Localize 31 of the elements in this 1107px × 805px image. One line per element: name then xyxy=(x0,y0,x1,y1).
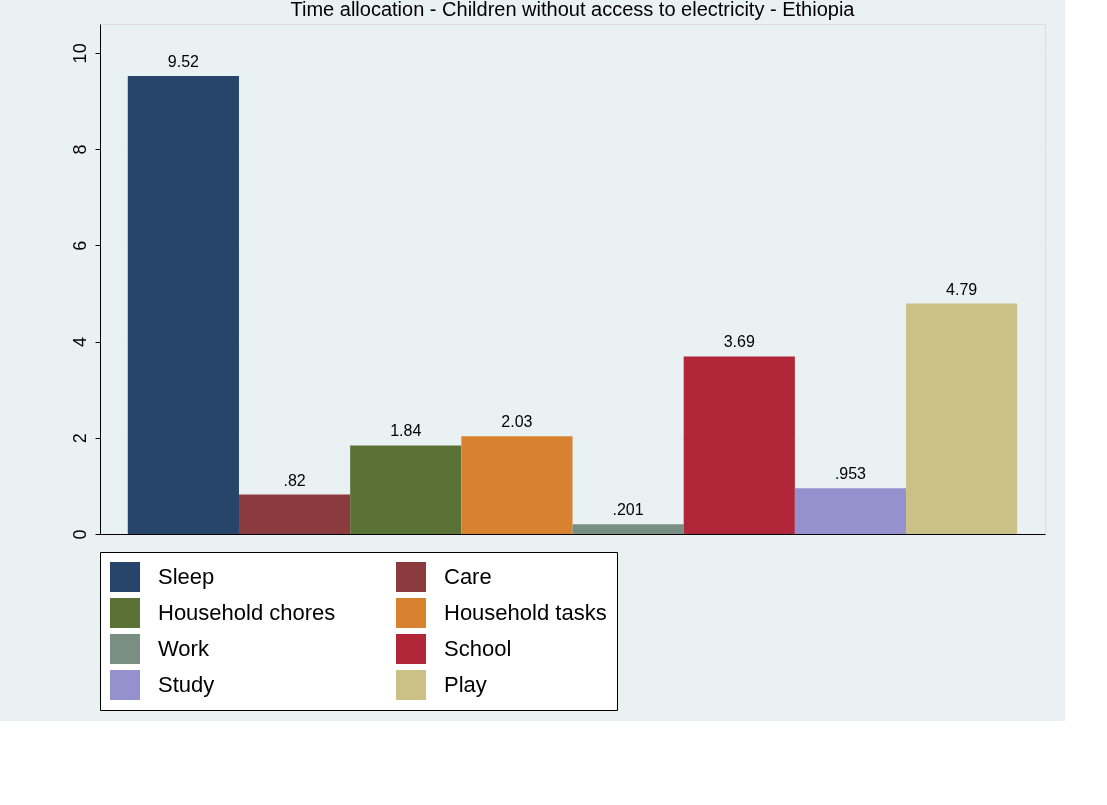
legend-label: Study xyxy=(158,672,215,697)
data-label: 4.79 xyxy=(946,280,978,298)
legend-label: Sleep xyxy=(158,564,215,589)
bar xyxy=(572,524,684,534)
legend-label: School xyxy=(444,636,512,661)
y-tick-label: 8 xyxy=(69,144,90,155)
bar xyxy=(906,303,1018,534)
legend-label: Work xyxy=(158,636,210,661)
y-tick-label: 6 xyxy=(69,240,90,251)
data-label: 9.52 xyxy=(167,52,200,70)
bar xyxy=(127,75,239,534)
data-label: 1.84 xyxy=(390,422,422,440)
bar xyxy=(794,488,907,534)
data-label: 2.03 xyxy=(501,413,533,431)
y-tick-label: 0 xyxy=(69,529,90,540)
y-tick-label: 10 xyxy=(69,43,90,64)
data-label: .201 xyxy=(612,501,644,519)
legend-label: Household tasks xyxy=(444,600,607,625)
data-label: 3.69 xyxy=(723,333,755,351)
legend-label: Play xyxy=(444,672,487,697)
data-label: .82 xyxy=(283,471,306,489)
y-tick-label: 4 xyxy=(69,337,90,348)
y-tick-label: 2 xyxy=(69,433,90,444)
chart-title: Time allocation - Children without access to electricity - Ethiopia xyxy=(290,0,856,20)
bar xyxy=(683,356,795,534)
bar xyxy=(461,436,573,534)
bar xyxy=(350,445,462,534)
data-label: .953 xyxy=(834,465,867,483)
legend-label: Care xyxy=(444,564,492,589)
bar xyxy=(238,494,351,534)
legend-label: Household chores xyxy=(158,600,336,625)
